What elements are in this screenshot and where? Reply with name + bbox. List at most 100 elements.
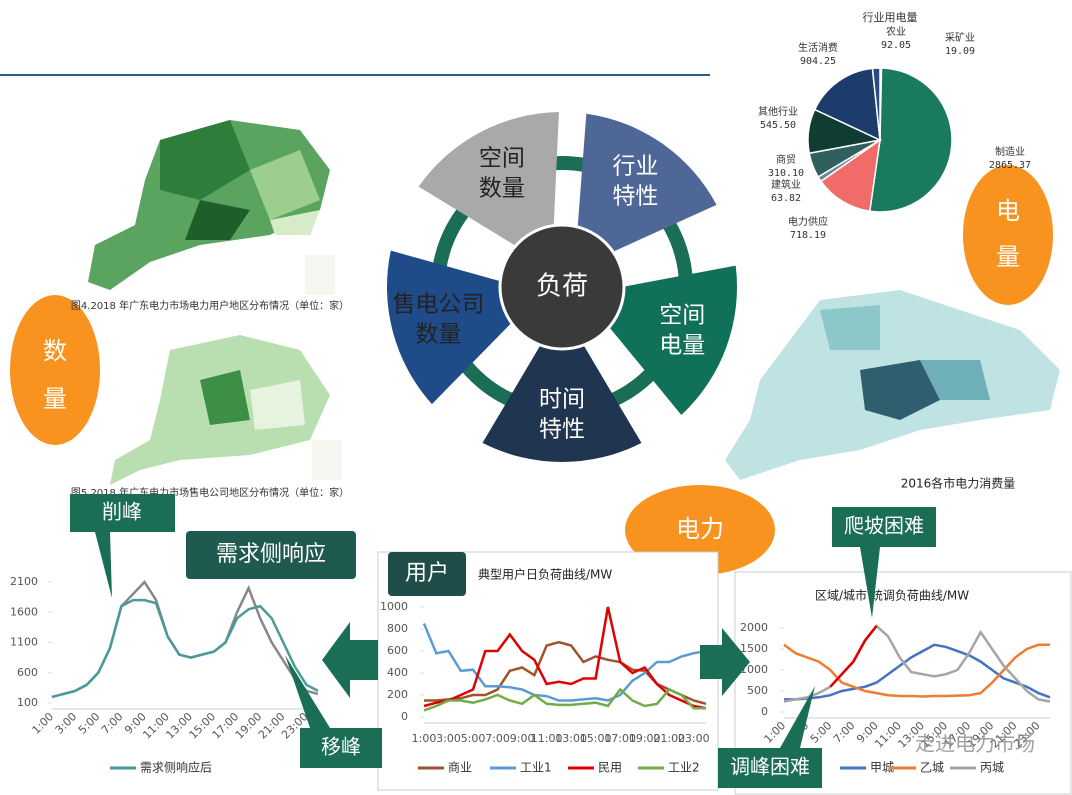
y-tick-label: 800 [387, 622, 408, 635]
x-tick-label: 15:00 [580, 732, 612, 745]
x-tick-label: 1:00 [412, 732, 437, 745]
user-map [88, 120, 335, 295]
pie-label: 生活消费 [798, 41, 838, 54]
y-tick-label: 500 [747, 684, 768, 697]
pie-label: 商贸 [776, 153, 796, 166]
legend-label: 丙城 [980, 761, 1004, 775]
x-tick-label: 9:00 [510, 732, 535, 745]
pie-value: 718.19 [790, 230, 826, 241]
arrow [322, 622, 378, 698]
pie-label: 农业 [886, 25, 906, 38]
y-tick-label: 2000 [740, 621, 768, 634]
pie-value: 63.82 [771, 193, 801, 204]
oval [10, 295, 100, 445]
x-tick-label: 21:00 [653, 732, 685, 745]
series-line [51, 598, 319, 699]
pie-value: 545.50 [760, 120, 796, 131]
callout [300, 728, 382, 768]
oval-label: 电力 [676, 515, 724, 543]
oval [963, 165, 1053, 305]
pie-slice [868, 67, 953, 213]
callout [832, 507, 936, 547]
x-tick-label: 11:00 [531, 732, 563, 745]
callout-label: 用户 [405, 561, 449, 586]
petal-label: 空间 [659, 302, 705, 328]
callout-label: 爬坡困难 [844, 514, 924, 538]
callout [186, 531, 356, 579]
oval-label: 量 [996, 243, 1020, 271]
y-tick-label: 0 [761, 705, 768, 718]
series-line [422, 623, 707, 702]
x-tick-label: 5:00 [461, 732, 486, 745]
y-tick-label: 2100 [10, 575, 38, 588]
y-tick-label: 1100 [10, 636, 38, 649]
petal [577, 113, 717, 253]
legend-label: 民用 [598, 761, 622, 775]
pie-value: 904.25 [800, 56, 836, 67]
y-tick-label: 100 [17, 696, 38, 709]
y-tick-label: 600 [17, 666, 38, 679]
petal-label: 特性 [539, 417, 585, 443]
petal-label: 行业 [612, 154, 658, 180]
callout [70, 494, 175, 532]
pie-slice [813, 67, 881, 142]
series-line [784, 643, 1051, 701]
petal [482, 343, 642, 463]
legend-label: 需求侧响应后 [140, 760, 212, 775]
pie-value: 310.10 [768, 168, 804, 179]
hub [498, 223, 626, 351]
x-tick-label: 19:00 [629, 732, 661, 745]
legend-label: 乙城 [920, 761, 944, 775]
pie-slice [819, 138, 881, 213]
y-tick-label: 600 [387, 644, 408, 657]
chart-title: 区域/城市 统调负荷曲线/MW [815, 588, 969, 603]
x-tick-label: 1:00 [30, 710, 57, 737]
arrow [700, 628, 750, 696]
callout [388, 552, 466, 596]
petal [607, 265, 737, 415]
y-tick-label: 1000 [740, 663, 768, 676]
callout [718, 748, 822, 788]
petal-label: 空间 [479, 145, 525, 171]
x-tick-label: 5:00 [76, 710, 103, 737]
series-line [423, 687, 706, 712]
petal-label: 电量 [659, 332, 705, 358]
y-tick-label: 400 [387, 666, 408, 679]
x-tick-label: 17:00 [604, 732, 636, 745]
legend-label: 工业1 [520, 761, 552, 775]
petal-label: 售电公司 [392, 292, 484, 318]
consumption-map [725, 290, 1060, 480]
x-tick-label: 3:00 [53, 710, 80, 737]
series-line [423, 606, 707, 710]
legend-label: 工业2 [668, 761, 700, 775]
callout-label: 削峰 [102, 500, 142, 524]
petal [387, 250, 513, 405]
petal-label: 时间 [539, 387, 585, 413]
petal-label: 特性 [612, 184, 658, 210]
pie-value: 92.05 [881, 40, 911, 51]
x-tick-label: 7:00 [99, 710, 126, 737]
oval-label: 电 [996, 197, 1020, 225]
pie-label: 采矿业 [945, 31, 975, 44]
pie-value: 19.09 [945, 46, 975, 57]
petal [418, 112, 559, 247]
y-tick-label: 0 [401, 710, 408, 723]
series-line [829, 625, 878, 688]
callout-label: 需求侧响应 [216, 542, 326, 567]
callout-label: 移峰 [321, 735, 361, 759]
oval-label: 量 [43, 385, 67, 413]
pie-value: 2865.37 [989, 160, 1031, 171]
hub-label: 负荷 [536, 272, 588, 302]
y-tick-label: 1600 [10, 605, 38, 618]
pie-label: 建筑业 [771, 178, 801, 191]
pie-label: 制造业 [995, 145, 1025, 158]
y-tick-label: 200 [387, 688, 408, 701]
chart-title: 典型用户日负荷曲线/MW [478, 567, 612, 582]
x-tick-label: 13:00 [555, 732, 587, 745]
pie-slice [871, 67, 881, 141]
pie-title: 行业用电量 [863, 11, 918, 24]
petal-label: 数量 [479, 175, 525, 201]
pie-label: 电力供应 [788, 215, 828, 228]
x-tick-label: 23:00 [678, 732, 710, 745]
